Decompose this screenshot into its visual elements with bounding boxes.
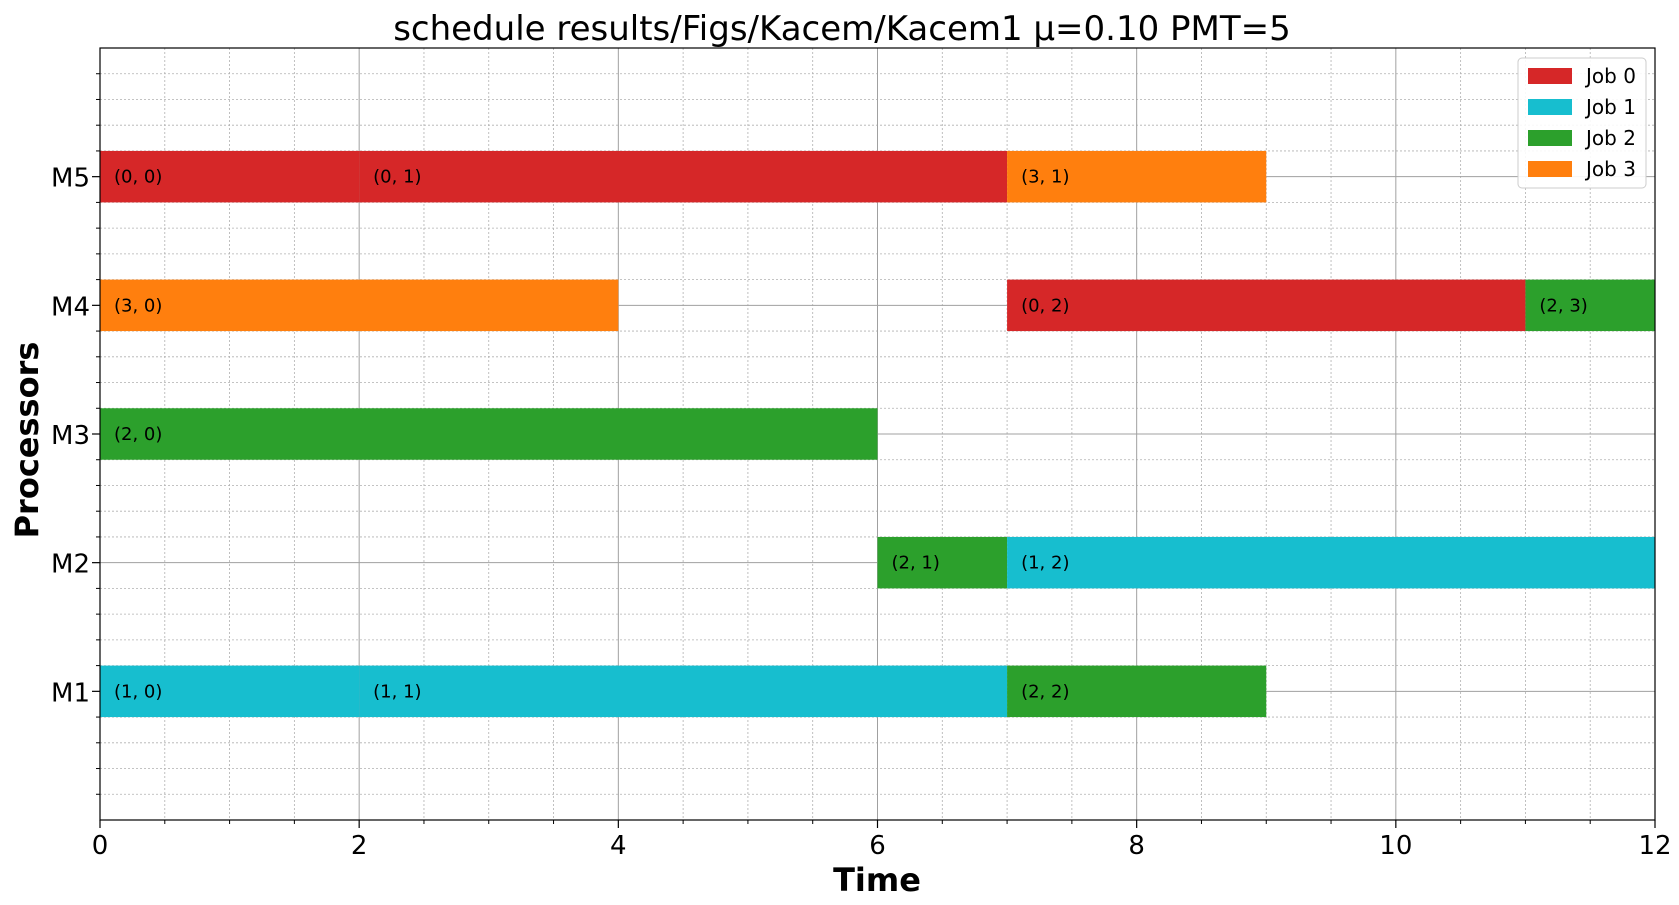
legend-swatch [1528,161,1572,177]
task-bar [100,150,360,203]
task-bar [100,665,360,718]
task-bar [1007,665,1267,718]
task-bar [1525,279,1655,332]
task-label: (3, 0) [114,295,162,316]
task-label: (2, 3) [1539,295,1587,316]
task-bar [359,150,1008,203]
legend-label: Job 2 [1584,126,1636,150]
task-bar [1007,150,1267,203]
y-tick-label: M5 [51,164,90,194]
y-axis-ticks: M1 M2 M3 M4 M5 [51,73,100,795]
legend: Job 0 Job 1 Job 2 Job 3 [1517,57,1647,189]
task-label: (1, 1) [373,681,421,702]
chart-title: schedule results/Figs/Kacem/Kacem1 μ=0.1… [393,9,1291,49]
x-tick-label: 12 [1638,831,1671,861]
x-tick-label: 4 [610,831,627,861]
x-tick-label: 10 [1379,831,1412,861]
legend-label: Job 3 [1584,157,1636,181]
task-label: (2, 0) [114,424,162,445]
task-label: (0, 0) [114,167,162,188]
y-tick-label: M1 [51,678,90,708]
task-labels: (0, 0) (0, 1) (3, 1) (3, 0) (0, 2) (2, 3) (2, … [114,167,1588,703]
task-bar [100,279,619,332]
legend-label: Job 1 [1584,95,1636,119]
task-label: (1, 2) [1021,553,1069,574]
task-bar [1007,536,1655,589]
task-bar [359,665,1008,718]
task-bar [1007,279,1526,332]
y-tick-label: M2 [51,550,90,580]
task-bars [100,150,1655,718]
y-tick-label: M3 [51,421,90,451]
legend-swatch [1528,130,1572,146]
task-label: (0, 2) [1021,295,1069,316]
x-tick-label: 2 [351,831,368,861]
y-tick-label: M4 [51,292,90,322]
x-axis-label: Time [833,861,921,899]
task-label: (2, 2) [1021,681,1069,702]
task-label: (0, 1) [373,167,421,188]
task-bar [877,536,1008,589]
task-label: (3, 1) [1021,167,1069,188]
legend-box [1517,57,1647,189]
y-axis-label: Processors [8,342,46,539]
task-label: (2, 1) [892,553,940,574]
legend-swatch [1528,68,1572,84]
x-tick-label: 6 [869,831,886,861]
legend-swatch [1528,99,1572,115]
x-tick-label: 0 [92,831,109,861]
legend-label: Job 0 [1584,64,1636,88]
x-tick-label: 8 [1128,831,1145,861]
x-axis-ticks: 0 2 4 6 8 10 12 [92,820,1672,861]
task-bar [100,408,878,460]
task-label: (1, 0) [114,681,162,702]
